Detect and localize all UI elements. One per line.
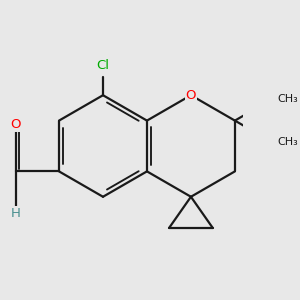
Text: Cl: Cl (97, 59, 110, 72)
Text: CH₃: CH₃ (278, 137, 298, 147)
Text: O: O (186, 89, 196, 102)
Text: CH₃: CH₃ (278, 94, 298, 104)
Text: H: H (11, 207, 21, 220)
Text: O: O (11, 118, 21, 131)
